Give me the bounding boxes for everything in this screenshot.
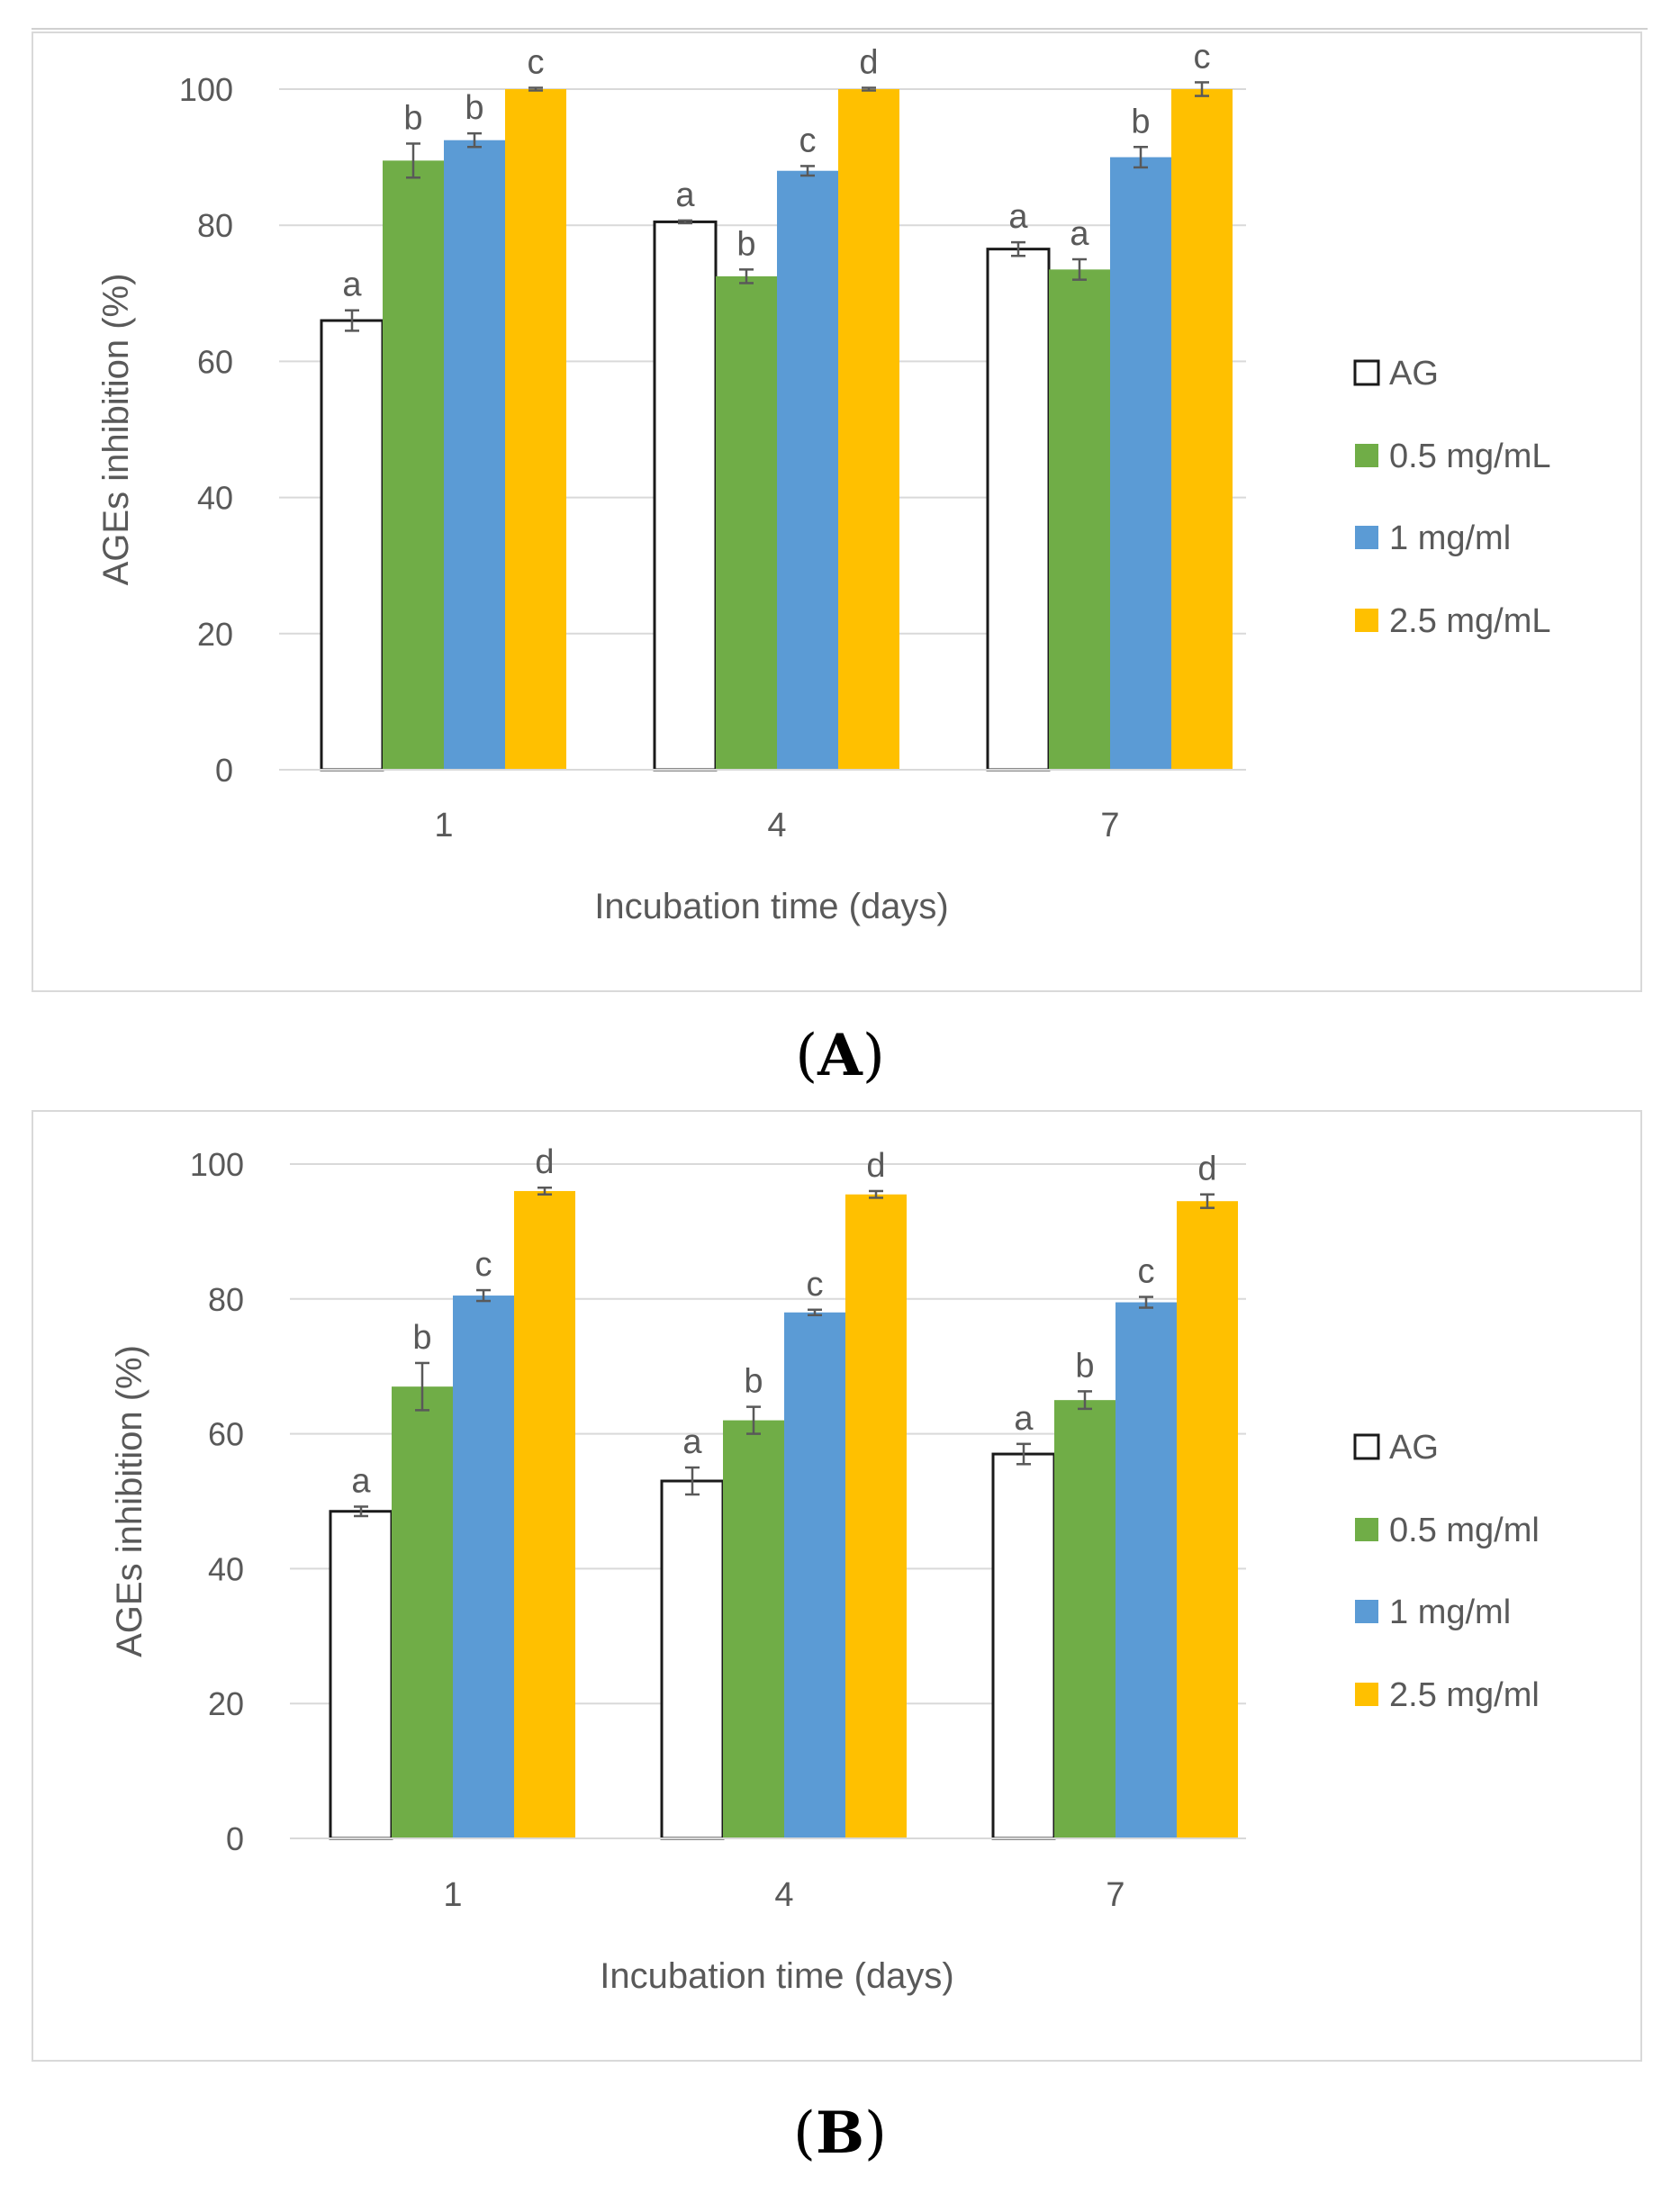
chart-a-sig-letter-day4-3: d xyxy=(859,43,878,81)
chart-b-sig-letter-day7-3: d xyxy=(1197,1151,1216,1188)
chart-b-y-tick-label-40: 40 xyxy=(208,1550,244,1587)
panel-label-b-close: ) xyxy=(864,2100,888,2167)
chart-b-sig-letter-day1-1: b xyxy=(412,1319,431,1357)
chart-b-sig-letter-day4-0: a xyxy=(682,1423,702,1461)
chart-b-sig-letter-day4-3: d xyxy=(866,1147,885,1185)
chart-a-bar-day1-1 xyxy=(383,160,444,770)
chart-a-bar-day4-0 xyxy=(653,220,718,772)
panel-label-a-open: ( xyxy=(795,1023,818,1089)
chart-b-bar-day7-0 xyxy=(991,1452,1056,1840)
chart-a-x-tick-label-4: 4 xyxy=(767,807,786,844)
panel-label-a: (A) xyxy=(0,1022,1680,1089)
chart-a-x-tick-label-7: 7 xyxy=(1100,807,1119,844)
chart-a-legend-label-1: 0.5 mg/mL xyxy=(1389,438,1551,475)
chart-a-y-tick-label-20: 20 xyxy=(197,616,233,653)
panel-label-b: (B) xyxy=(0,2099,1680,2167)
chart-a-bar-day4-3 xyxy=(838,89,899,770)
chart-a-sig-letter-day7-1: a xyxy=(1070,215,1089,253)
chart-b-sig-letter-day1-2: c xyxy=(475,1246,492,1284)
chart-a-bar-day4-2 xyxy=(777,170,838,771)
chart-b-bar-day4-3 xyxy=(845,1194,907,1838)
chart-a-y-tick-label-80: 80 xyxy=(197,207,233,244)
chart-b-y-tick-label-60: 60 xyxy=(208,1416,244,1453)
chart-b-sig-letter-day4-2: c xyxy=(807,1266,824,1304)
chart-b-legend-label-0: AG xyxy=(1389,1429,1439,1467)
chart-b-y-tick-label-80: 80 xyxy=(208,1281,244,1318)
chart-a-sig-letter-day1-2: b xyxy=(465,89,483,127)
chart-a-sig-letter-day4-2: c xyxy=(799,122,817,159)
chart-b-x-tick-label-7: 7 xyxy=(1106,1876,1125,1914)
chart-a-sig-letter-day1-3: c xyxy=(528,43,545,81)
chart-b-sig-letter-day7-0: a xyxy=(1014,1400,1034,1438)
chart-a-sig-letter-day7-0: a xyxy=(1008,198,1028,236)
chart-a-y-tick-label-100: 100 xyxy=(179,71,233,108)
chart-b-legend-label-2: 1 mg/ml xyxy=(1389,1594,1511,1631)
chart-a-svg: 0 20 40 60 80 100 AGEs inhibition (%) a b b c 1 a b c d… xyxy=(96,38,1551,926)
chart-a-sig-letter-day1-1: b xyxy=(403,99,422,137)
chart-a-x-axis-title: Incubation time (days) xyxy=(594,887,949,926)
panel-label-b-letter: B xyxy=(815,2099,865,2167)
chart-a-y-tick-label-40: 40 xyxy=(197,480,233,517)
chart-a-legend-swatch-2 xyxy=(1355,526,1378,549)
chart-b-bar-day4-2 xyxy=(784,1312,845,1838)
chart-a-y-tick-label-0: 0 xyxy=(215,752,233,789)
chart-a-bar-day7-2 xyxy=(1110,157,1171,771)
chart-b-svg: 0 20 40 60 80 100 AGEs inhibition (%) a b c d 1 a b c d… xyxy=(110,1143,1540,1996)
chart-a-bar-day1-3 xyxy=(505,89,566,770)
chart-b-sig-letter-day1-3: d xyxy=(535,1143,554,1181)
chart-a-legend-label-2: 1 mg/ml xyxy=(1389,519,1511,557)
panel-label-a-close: ) xyxy=(862,1023,885,1089)
chart-b-legend-swatch-1 xyxy=(1355,1518,1378,1541)
chart-b-bar-day7-1 xyxy=(1054,1400,1115,1838)
chart-a-legend-swatch-0 xyxy=(1353,359,1380,386)
chart-b-x-axis-title: Incubation time (days) xyxy=(600,1956,954,1996)
chart-b-y-tick-label-100: 100 xyxy=(190,1146,244,1183)
chart-a-legend-label-0: AG xyxy=(1389,355,1439,393)
chart-a-bar-day1-2 xyxy=(444,140,505,770)
chart-a-y-tick-label-60: 60 xyxy=(197,343,233,380)
chart-b-legend-swatch-3 xyxy=(1355,1683,1378,1706)
chart-a-legend-label-3: 2.5 mg/mL xyxy=(1389,602,1551,640)
chart-b-x-tick-label-1: 1 xyxy=(443,1876,462,1914)
chart-b-legend-swatch-0 xyxy=(1353,1433,1380,1460)
chart-b-sig-letter-day7-2: c xyxy=(1138,1253,1155,1291)
chart-a-legend-swatch-3 xyxy=(1355,609,1378,632)
chart-b-bar-day1-3 xyxy=(514,1190,575,1838)
chart-b-sig-letter-day1-0: a xyxy=(351,1462,371,1500)
chart-a-bar-day1-0 xyxy=(320,319,384,772)
chart-b-y-axis-title: AGEs inhibition (%) xyxy=(110,1345,149,1657)
chart-b-y-tick-label-0: 0 xyxy=(226,1820,244,1857)
chart-b-bar-day7-3 xyxy=(1177,1201,1238,1838)
chart-a-sig-letter-day7-2: b xyxy=(1131,103,1150,140)
top-rule xyxy=(32,28,1648,30)
chart-a-bar-day7-1 xyxy=(1049,269,1110,771)
chart-a-bar-day7-0 xyxy=(986,248,1051,772)
chart-a-x-tick-label-1: 1 xyxy=(434,807,453,844)
chart-a-sig-letter-day4-1: b xyxy=(736,225,755,263)
chart-b-y-tick-label-20: 20 xyxy=(208,1685,244,1722)
chart-a-sig-letter-day4-0: a xyxy=(675,176,695,214)
chart-b-bar-day1-1 xyxy=(392,1386,453,1838)
chart-a-sig-letter-day1-0: a xyxy=(342,266,362,304)
chart-b-bar-day7-2 xyxy=(1115,1302,1177,1838)
chart-a-bar-day7-3 xyxy=(1171,89,1233,770)
panel-label-a-letter: A xyxy=(817,1022,863,1089)
panel-label-b-open: ( xyxy=(792,2100,816,2167)
chart-b-bar-day1-0 xyxy=(329,1510,393,1840)
chart-a-legend-swatch-1 xyxy=(1355,444,1378,467)
chart-a-y-axis-title: AGEs inhibition (%) xyxy=(96,274,136,586)
chart-a-sig-letter-day7-3: c xyxy=(1194,38,1211,76)
chart-b-legend-label-1: 0.5 mg/ml xyxy=(1389,1512,1540,1549)
chart-panel-b: 0 20 40 60 80 100 AGEs inhibition (%) a b c d 1 a b c d… xyxy=(32,1110,1642,2062)
chart-b-legend-label-3: 2.5 mg/ml xyxy=(1389,1676,1540,1714)
chart-b-sig-letter-day4-1: b xyxy=(744,1363,763,1401)
chart-b-bar-day4-0 xyxy=(660,1479,725,1840)
chart-b-legend-swatch-2 xyxy=(1355,1600,1378,1623)
chart-a-bar-day4-1 xyxy=(716,275,777,770)
chart-b-sig-letter-day7-1: b xyxy=(1075,1347,1094,1385)
chart-b-bar-day1-2 xyxy=(453,1296,514,1838)
chart-b-bar-day4-1 xyxy=(723,1420,784,1838)
chart-b-x-tick-label-4: 4 xyxy=(774,1876,793,1914)
chart-panel-a: 0 20 40 60 80 100 AGEs inhibition (%) a b b c 1 a b c d… xyxy=(32,32,1642,992)
